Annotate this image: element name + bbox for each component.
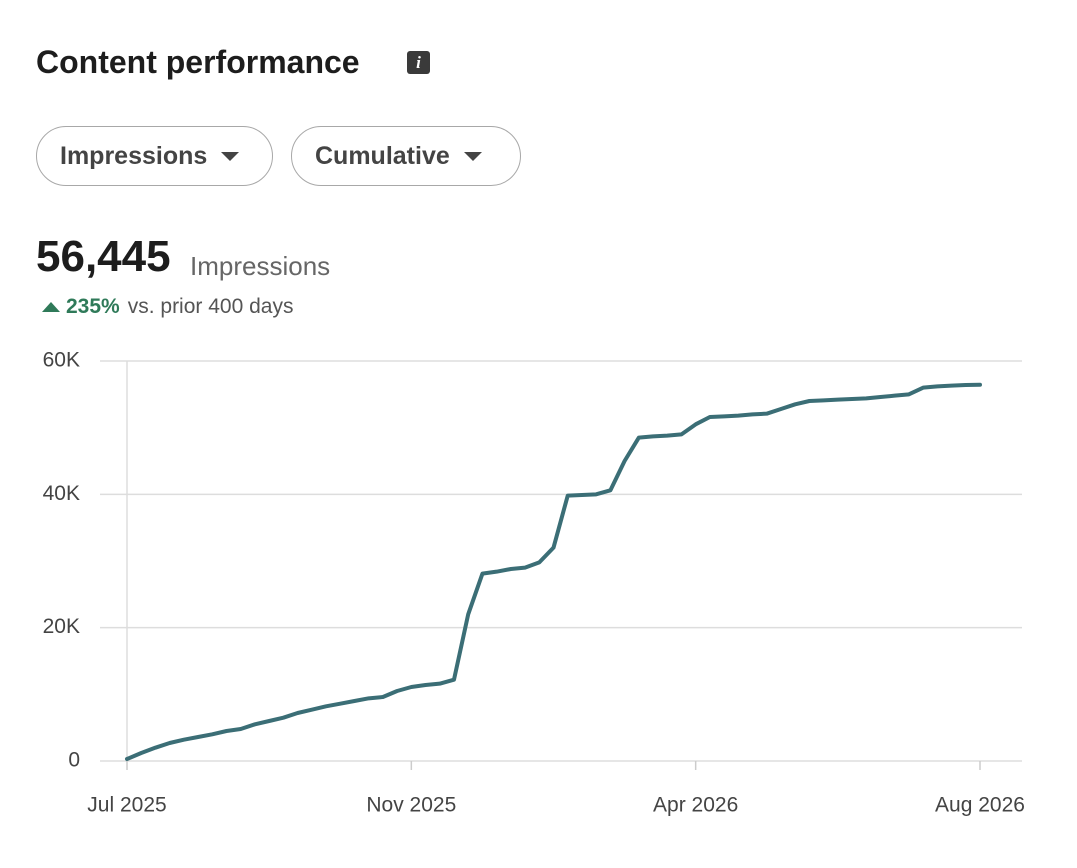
x-tick-label: Nov 2025 (366, 794, 456, 817)
info-icon[interactable]: i (407, 51, 430, 74)
dropdown-label: Impressions (60, 141, 208, 170)
caret (463, 151, 482, 161)
caret (221, 151, 240, 161)
change: 235% vs. prior 400 days (42, 295, 293, 319)
line-series (125, 382, 982, 761)
up-arrow (42, 302, 60, 312)
dropdown-label: Cumulative (315, 141, 450, 170)
x-tick-label: Apr 2026 (653, 794, 738, 817)
change-value: 235% (66, 295, 120, 318)
x-tick-label: Aug 2026 (935, 794, 1025, 817)
total-label: Impressions (190, 251, 331, 281)
y-tick-label: 60K (43, 349, 80, 372)
total-value: 56,445 (36, 232, 171, 281)
y-tick-label: 20K (43, 615, 80, 638)
y-tick-label: 40K (43, 482, 80, 505)
comparison: vs. prior 400 days (127, 295, 294, 318)
x-tick-label: Jul 2025 (87, 794, 166, 817)
mode-dropdown[interactable]: Cumulative (291, 126, 521, 186)
y-tick-label: 0 (68, 749, 80, 772)
metric-dropdown[interactable]: Impressions (36, 126, 273, 186)
title: Content performance (36, 44, 360, 80)
